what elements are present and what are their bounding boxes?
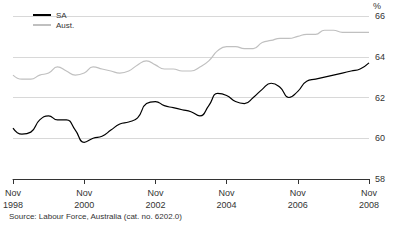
svg-text:1998: 1998 [3, 200, 23, 210]
svg-text:%: % [373, 1, 381, 11]
svg-text:SA: SA [56, 11, 67, 20]
svg-text:Nov: Nov [361, 188, 378, 198]
svg-text:64: 64 [375, 52, 385, 62]
svg-text:58: 58 [375, 174, 385, 184]
svg-text:Nov: Nov [76, 188, 93, 198]
svg-text:2002: 2002 [145, 200, 165, 210]
svg-text:2004: 2004 [217, 200, 237, 210]
svg-text:Nov: Nov [5, 188, 22, 198]
svg-text:Nov: Nov [219, 188, 236, 198]
svg-text:62: 62 [375, 93, 385, 103]
svg-text:2000: 2000 [74, 200, 94, 210]
svg-text:Source: Labour Force, Australi: Source: Labour Force, Australia (cat. no… [9, 212, 182, 221]
svg-text:Nov: Nov [290, 188, 307, 198]
svg-text:Aust.: Aust. [56, 21, 74, 30]
svg-text:60: 60 [375, 133, 385, 143]
svg-text:Nov: Nov [147, 188, 164, 198]
svg-text:2008: 2008 [359, 200, 379, 210]
svg-text:2006: 2006 [288, 200, 308, 210]
svg-text:66: 66 [375, 11, 385, 21]
